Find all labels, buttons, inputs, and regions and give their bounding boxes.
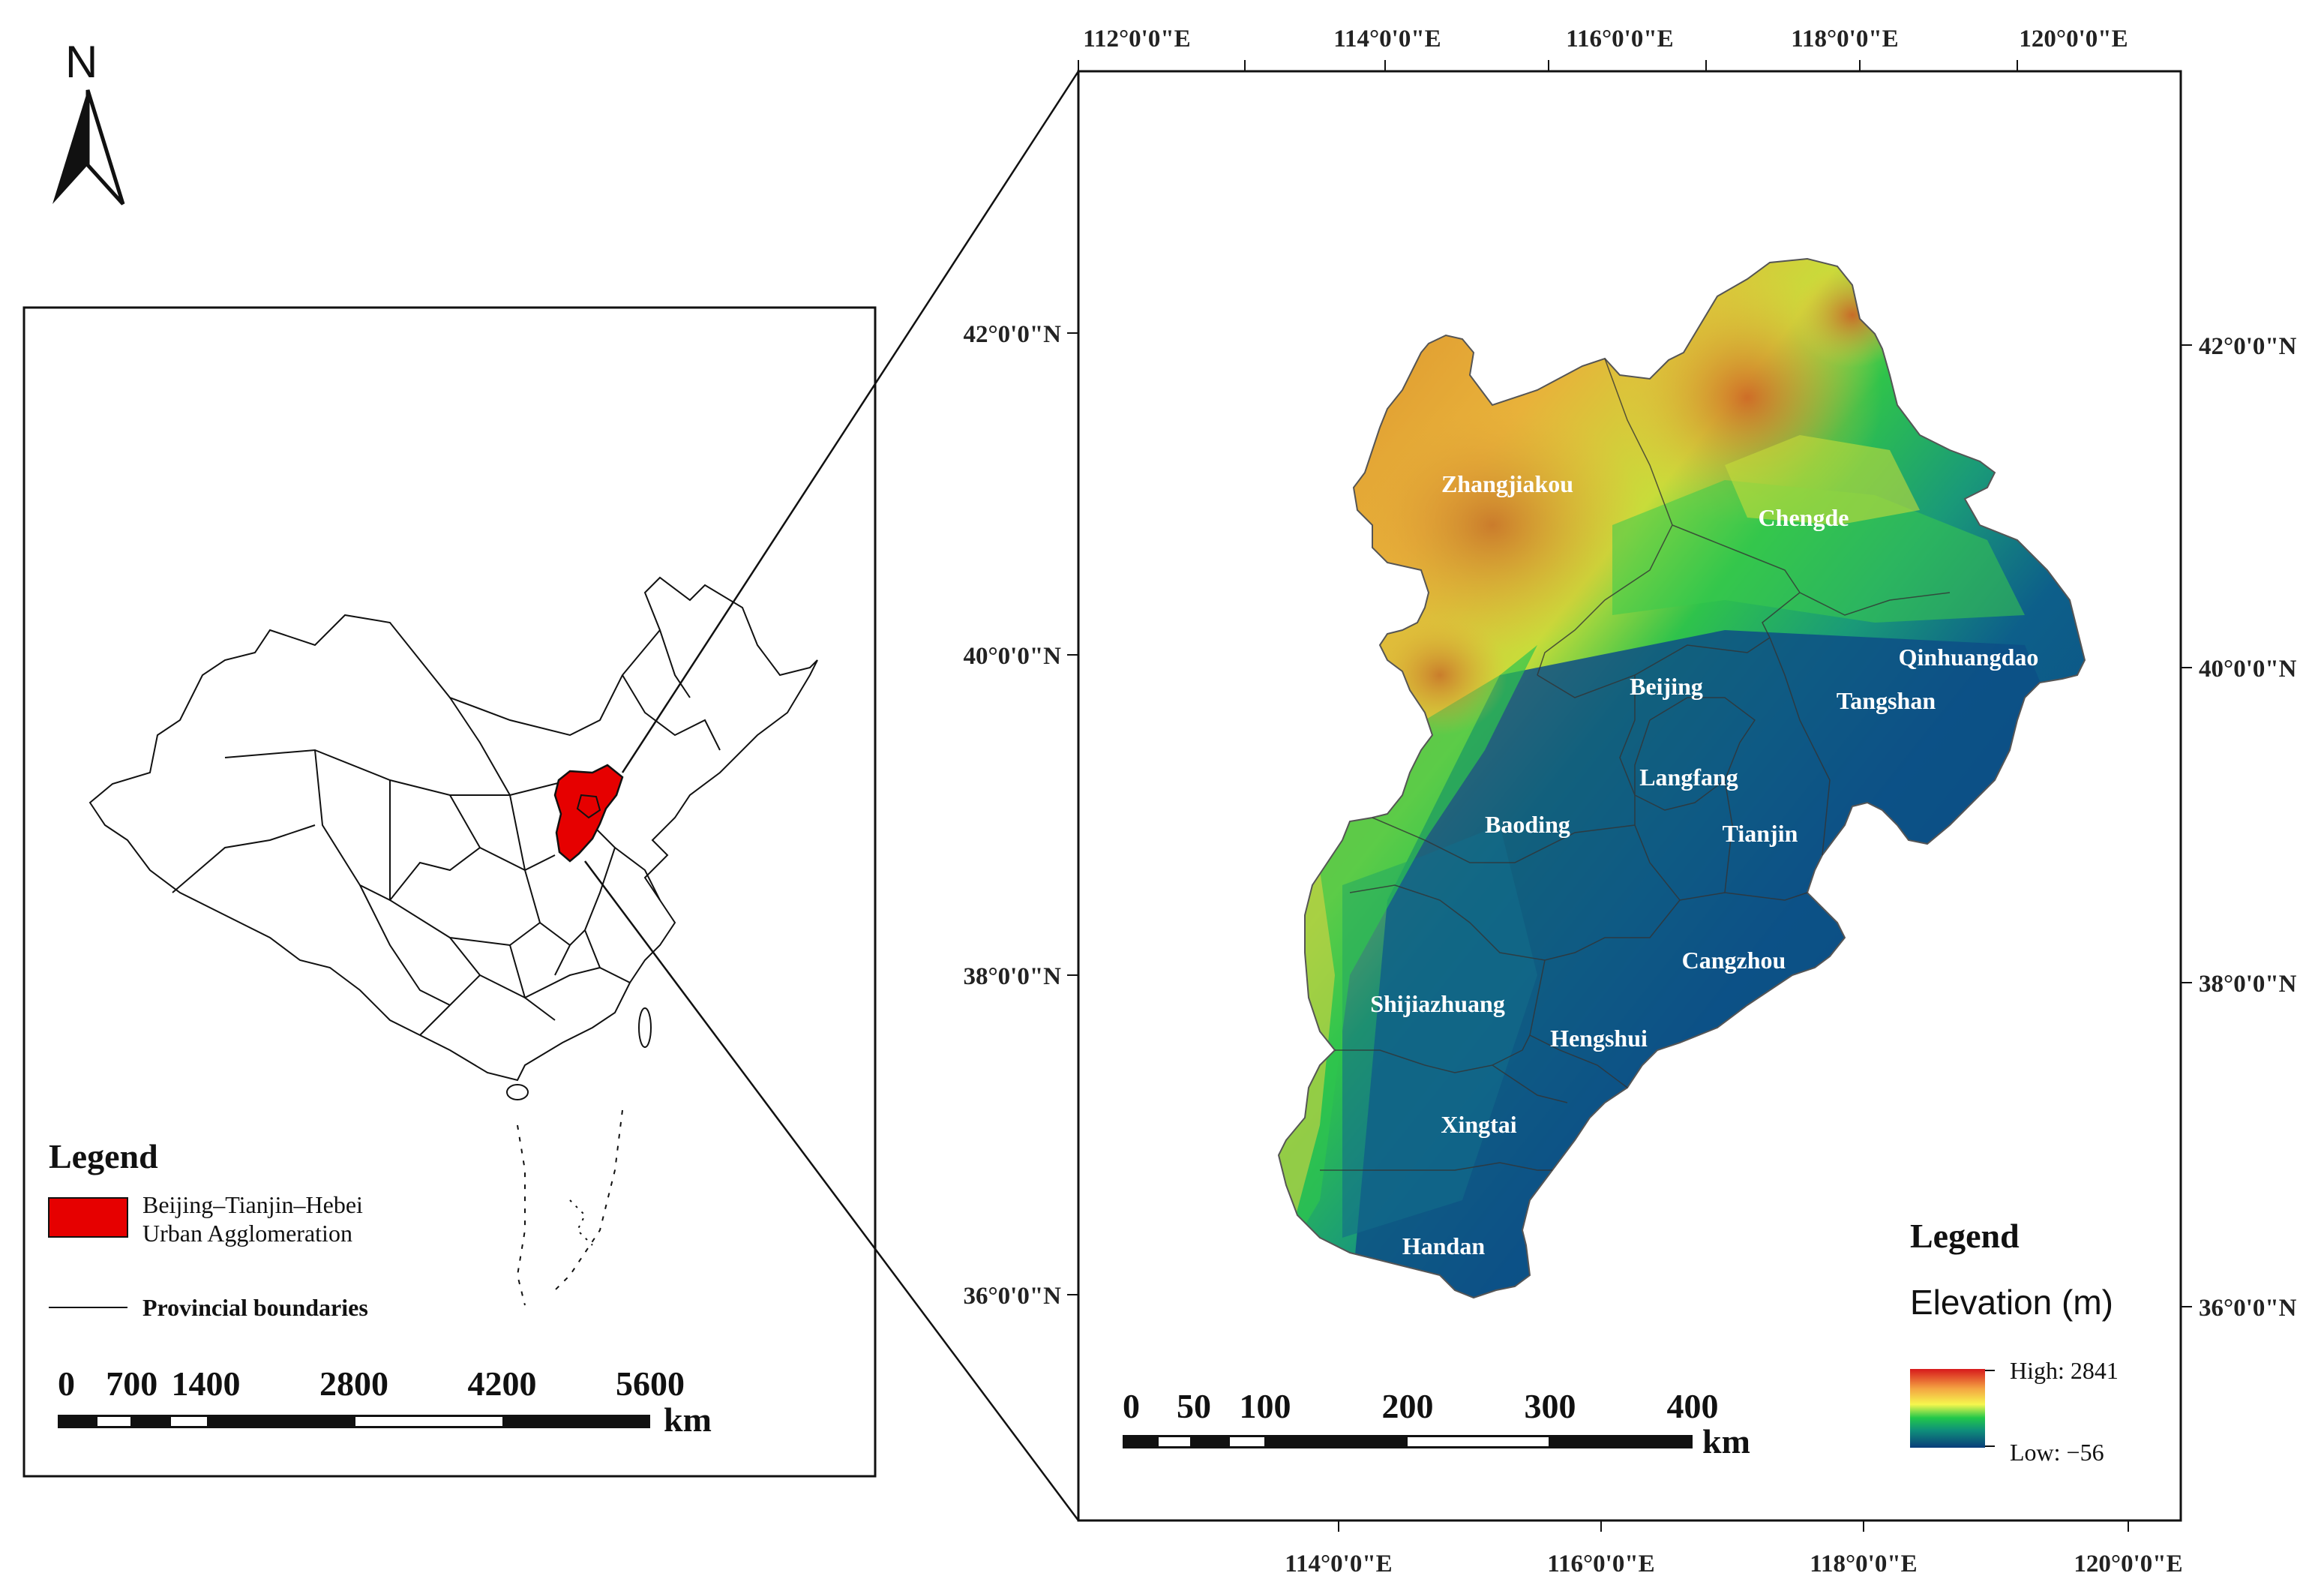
beijing-tianjin-boundary [576, 794, 601, 819]
main-scale-label: 400 [1667, 1387, 1719, 1425]
lat-labels-right: 42°0'0"N 40°0'0"N 38°0'0"N 36°0'0"N [2199, 333, 2297, 1322]
elevation-legend-title: Legend [1910, 1217, 2020, 1255]
inset-scale-label: 5600 [616, 1364, 685, 1403]
north-arrow-right-half [85, 89, 125, 206]
elevation-legend: Legend Elevation (m) High: 2841 Low: −56 [1910, 1217, 2119, 1466]
city-label-zhangjiakou: Zhangjiakou [1441, 470, 1573, 497]
lon-label-top: 116°0'0"E [1566, 26, 1673, 53]
city-label-chengde: Chengde [1759, 504, 1849, 531]
lon-label-top: 118°0'0"E [1791, 26, 1898, 53]
lat-label-right: 38°0'0"N [2199, 971, 2297, 998]
lat-labels-left: 42°0'0"N 40°0'0"N 38°0'0"N 36°0'0"N [963, 321, 1061, 1310]
north-arrow: N [52, 37, 125, 206]
main-scale-labels: 0 50 100 200 300 400 [1123, 1387, 1719, 1425]
region-outline [1277, 257, 2086, 1299]
lon-label-top: 112°0'0"E [1083, 26, 1190, 53]
main-scale-label: 50 [1177, 1387, 1211, 1425]
main-map-ticks [1067, 60, 2192, 1532]
lon-label-bottom: 118°0'0"E [1810, 1550, 1917, 1577]
lon-label-bottom: 116°0'0"E [1547, 1550, 1654, 1577]
lat-label-right: 40°0'0"N [2199, 656, 2297, 683]
lon-label-top: 120°0'0"E [2019, 26, 2128, 53]
inset-scale-label: 1400 [172, 1364, 241, 1403]
inset-legend-item-1-line1: Beijing–Tianjin–Hebei [142, 1191, 363, 1218]
main-scale-bar: 0 50 100 200 300 400 km [1123, 1387, 1750, 1460]
highlighted-region [553, 764, 624, 863]
main-scale-label: 300 [1525, 1387, 1576, 1425]
lon-labels-top: 112°0'0"E 114°0'0"E 116°0'0"E 118°0'0"E … [1083, 26, 2128, 53]
elevation-legend-subtitle: Elevation (m) [1910, 1283, 2113, 1322]
lon-label-bottom: 120°0'0"E [2074, 1550, 2182, 1577]
city-label-beijing: Beijing [1630, 673, 1703, 700]
city-label-baoding: Baoding [1485, 811, 1570, 838]
city-label-langfang: Langfang [1639, 764, 1738, 791]
lon-label-bottom: 114°0'0"E [1285, 1550, 1392, 1577]
north-label: N [65, 37, 97, 87]
elevation-low-label: Low: −56 [2010, 1439, 2104, 1466]
inset-scale-unit: km [664, 1400, 712, 1439]
city-label-qinhuangdao: Qinhuangdao [1899, 644, 2039, 671]
north-arrow-left-half [52, 90, 88, 204]
city-label-shijiazhuang: Shijiazhuang [1370, 990, 1505, 1017]
main-scale-label: 100 [1240, 1387, 1291, 1425]
lat-label-left: 36°0'0"N [963, 1283, 1061, 1310]
inset-scale-label: 0 [58, 1364, 75, 1403]
connector-line-bottom [583, 860, 1080, 1521]
lat-label-left: 40°0'0"N [963, 643, 1061, 670]
islands [506, 1007, 652, 1306]
inset-legend-item-2: Provincial boundaries [142, 1294, 368, 1321]
city-label-cangzhou: Cangzhou [1682, 947, 1786, 974]
city-label-xingtai: Xingtai [1441, 1111, 1516, 1138]
city-label-handan: Handan [1402, 1232, 1485, 1259]
connector-line-top [621, 71, 1080, 773]
city-label-hengshui: Hengshui [1550, 1025, 1648, 1052]
lat-label-left: 38°0'0"N [963, 963, 1061, 990]
inset-scale-bar: 0 700 1400 2800 4200 5600 km [58, 1364, 712, 1439]
china-outline-map [88, 576, 818, 1082]
inset-legend-item-1-line2: Urban Agglomeration [142, 1220, 352, 1247]
inset-scale-labels: 0 700 1400 2800 4200 5600 [58, 1364, 685, 1403]
lat-label-left: 42°0'0"N [963, 321, 1061, 348]
inset-legend-swatch [48, 1197, 128, 1238]
lat-label-right: 36°0'0"N [2199, 1295, 2297, 1322]
main-scale-label: 200 [1382, 1387, 1434, 1425]
city-label-tianjin: Tianjin [1723, 820, 1798, 847]
inset-scale-label: 4200 [468, 1364, 537, 1403]
city-labels: Zhangjiakou Chengde Qinhuangdao Beijing … [1370, 470, 2038, 1259]
main-scale-label: 0 [1123, 1387, 1140, 1425]
city-label-tangshan: Tangshan [1837, 687, 1936, 714]
lon-labels-bottom: 114°0'0"E 116°0'0"E 118°0'0"E 120°0'0"E [1285, 1550, 2182, 1577]
lon-label-top: 114°0'0"E [1333, 26, 1441, 53]
lat-label-right: 42°0'0"N [2199, 333, 2297, 360]
elevation-color-ramp [1910, 1369, 1985, 1448]
main-scale-unit: km [1702, 1422, 1750, 1460]
city-boundaries [1320, 358, 1951, 1171]
inset-scale-label: 700 [106, 1364, 157, 1403]
elevation-high-label: High: 2841 [2010, 1357, 2119, 1384]
inset-legend-title: Legend [49, 1137, 158, 1175]
inset-legend: Legend Beijing–Tianjin–Hebei Urban Agglo… [48, 1137, 368, 1321]
inset-scale-label: 2800 [319, 1364, 388, 1403]
